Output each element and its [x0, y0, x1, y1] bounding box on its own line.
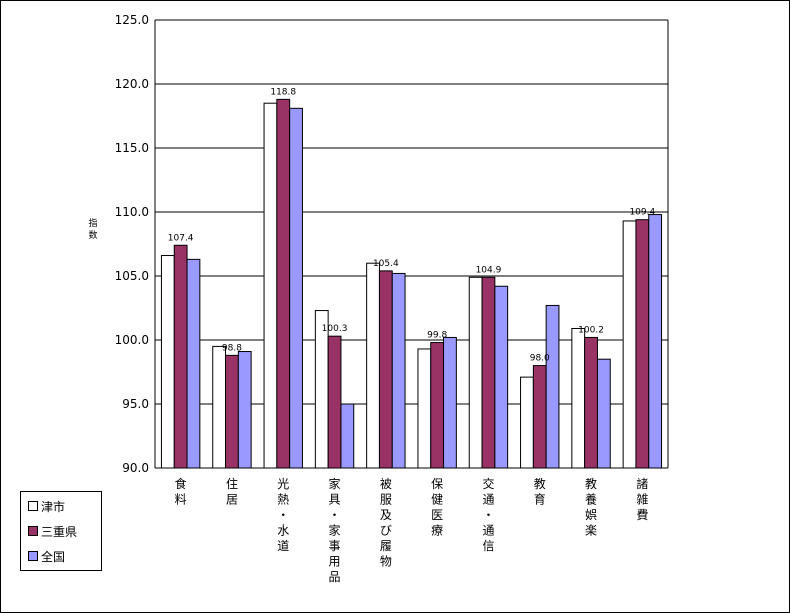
bar: [532, 365, 547, 469]
category-label: 食料: [175, 476, 187, 507]
y-tick-label: 90.0: [122, 461, 149, 475]
legend-item-mie: 三重県: [28, 524, 78, 539]
bar: [327, 335, 342, 469]
bar: [571, 327, 586, 469]
bar: [648, 214, 663, 469]
bar: [545, 304, 560, 469]
bar: [481, 276, 496, 469]
bar: [237, 351, 252, 469]
data-label: 107.4: [168, 233, 194, 243]
bar: [596, 358, 611, 469]
data-label: 98.8: [222, 343, 242, 353]
bar: [378, 270, 393, 469]
bar: [417, 348, 432, 469]
bars: [160, 98, 663, 469]
data-labels: 107.4 98.8 118.8 100.3 105.4 99.8 104.9 98.0 100…: [168, 87, 656, 363]
gridlines: [155, 19, 668, 405]
legend-label-mie: 三重県: [41, 524, 78, 539]
legend-label-tsu: 津市: [41, 499, 66, 514]
bar: [584, 336, 598, 469]
category-label: 住居: [226, 477, 238, 507]
y-tick-label: 120.0: [115, 77, 149, 91]
data-label: 100.3: [322, 324, 348, 334]
category-label: 交通・通信: [482, 476, 494, 553]
legend-item-national: 全国: [28, 549, 66, 564]
y-tick-label: 95.0: [122, 397, 149, 411]
y-axis-label: 指数: [88, 217, 97, 241]
data-label: 99.8: [427, 331, 447, 341]
bar: [468, 276, 483, 469]
category-label: 光熱・水道: [277, 477, 289, 553]
data-label: 109.4: [629, 208, 655, 218]
bar: [186, 258, 201, 469]
bar: [263, 102, 278, 469]
y-tick-label: 125.0: [115, 13, 149, 27]
category-label: 教育: [534, 476, 546, 507]
bar: [173, 244, 188, 469]
bar: [635, 219, 650, 469]
bar: [314, 310, 329, 469]
bar: [391, 272, 406, 469]
category-label: 諸雑費: [636, 476, 648, 522]
bar: [340, 403, 355, 469]
bar: [520, 376, 534, 469]
bar: [225, 354, 239, 469]
bar: [622, 220, 637, 469]
bar: [160, 255, 175, 469]
bar: [289, 107, 303, 469]
y-tick-label: 115.0: [115, 141, 149, 155]
bar: [430, 342, 445, 469]
y-tick-label: 100.0: [115, 333, 149, 347]
category-label: 教養娯楽: [585, 476, 597, 538]
category-label: 被服及び履物: [380, 477, 392, 569]
y-axis-ticks: 90.0 95.0 100.0 105.0 110.0 115.0 120.0 125.0: [115, 13, 149, 475]
y-tick-label: 105.0: [115, 269, 149, 283]
axes: [154, 20, 669, 469]
category-label: 家具・家事用品: [329, 476, 341, 584]
legend-swatch-national: [28, 551, 38, 561]
x-axis-categories: 食料 住居 光熱・水道 家具・家事用品 被服及び履物 保健医療 交通・通信 教育 教養娯楽 諸雑費: [175, 476, 649, 584]
legend-swatch-tsu: [28, 501, 38, 511]
bar: [276, 98, 291, 469]
bar: [443, 336, 457, 469]
category-label: 保健医療: [431, 477, 443, 538]
legend-item-tsu: 津市: [28, 499, 66, 514]
bar: [494, 285, 509, 469]
data-label: 98.0: [530, 354, 550, 364]
data-label: 100.2: [578, 325, 604, 335]
data-label: 118.8: [270, 87, 296, 97]
legend: 津市 三重県 全国: [20, 491, 102, 571]
data-label: 104.9: [476, 265, 502, 275]
data-label: 105.4: [373, 259, 399, 269]
y-axis-title: 指数: [88, 217, 97, 241]
bar: [212, 345, 227, 469]
legend-swatch-mie: [28, 526, 38, 536]
legend-label-national: 全国: [41, 549, 66, 564]
y-tick-label: 110.0: [115, 205, 149, 219]
bar: [366, 262, 380, 469]
